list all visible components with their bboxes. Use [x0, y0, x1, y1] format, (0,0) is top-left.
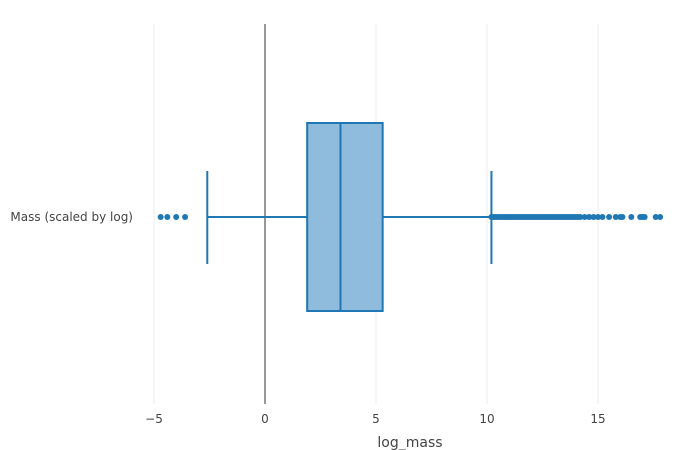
x-tick-label: −5: [145, 412, 163, 426]
x-axis-ticks: −5 0 5 10 15: [145, 412, 605, 426]
outlier-points: [157, 214, 664, 220]
outlier-point: [164, 214, 171, 220]
outlier-point: [577, 214, 584, 220]
outlier-point: [581, 214, 588, 220]
interquartile-box: [306, 122, 384, 312]
outlier-point: [657, 214, 664, 220]
outlier-point: [599, 214, 606, 220]
outlier-point: [612, 214, 619, 220]
category-label: Mass (scaled by log): [10, 210, 133, 224]
outlier-point: [590, 214, 597, 220]
x-tick-label: 15: [590, 412, 605, 426]
outlier-point: [606, 214, 613, 220]
outlier-point: [182, 214, 189, 220]
outlier-point: [595, 214, 601, 220]
x-axis-title: log_mass: [377, 435, 442, 450]
outlier-point: [157, 214, 164, 220]
outlier-point: [641, 214, 648, 220]
outlier-point: [652, 214, 659, 220]
x-tick-label: 10: [479, 412, 494, 426]
x-tick-label: 0: [261, 412, 269, 426]
x-tick-label: 5: [372, 412, 380, 426]
outlier-point: [619, 214, 626, 220]
outlier-point: [173, 214, 180, 220]
box-plot-group: [206, 122, 493, 312]
outlier-point: [628, 214, 635, 220]
outlier-point: [586, 214, 593, 220]
